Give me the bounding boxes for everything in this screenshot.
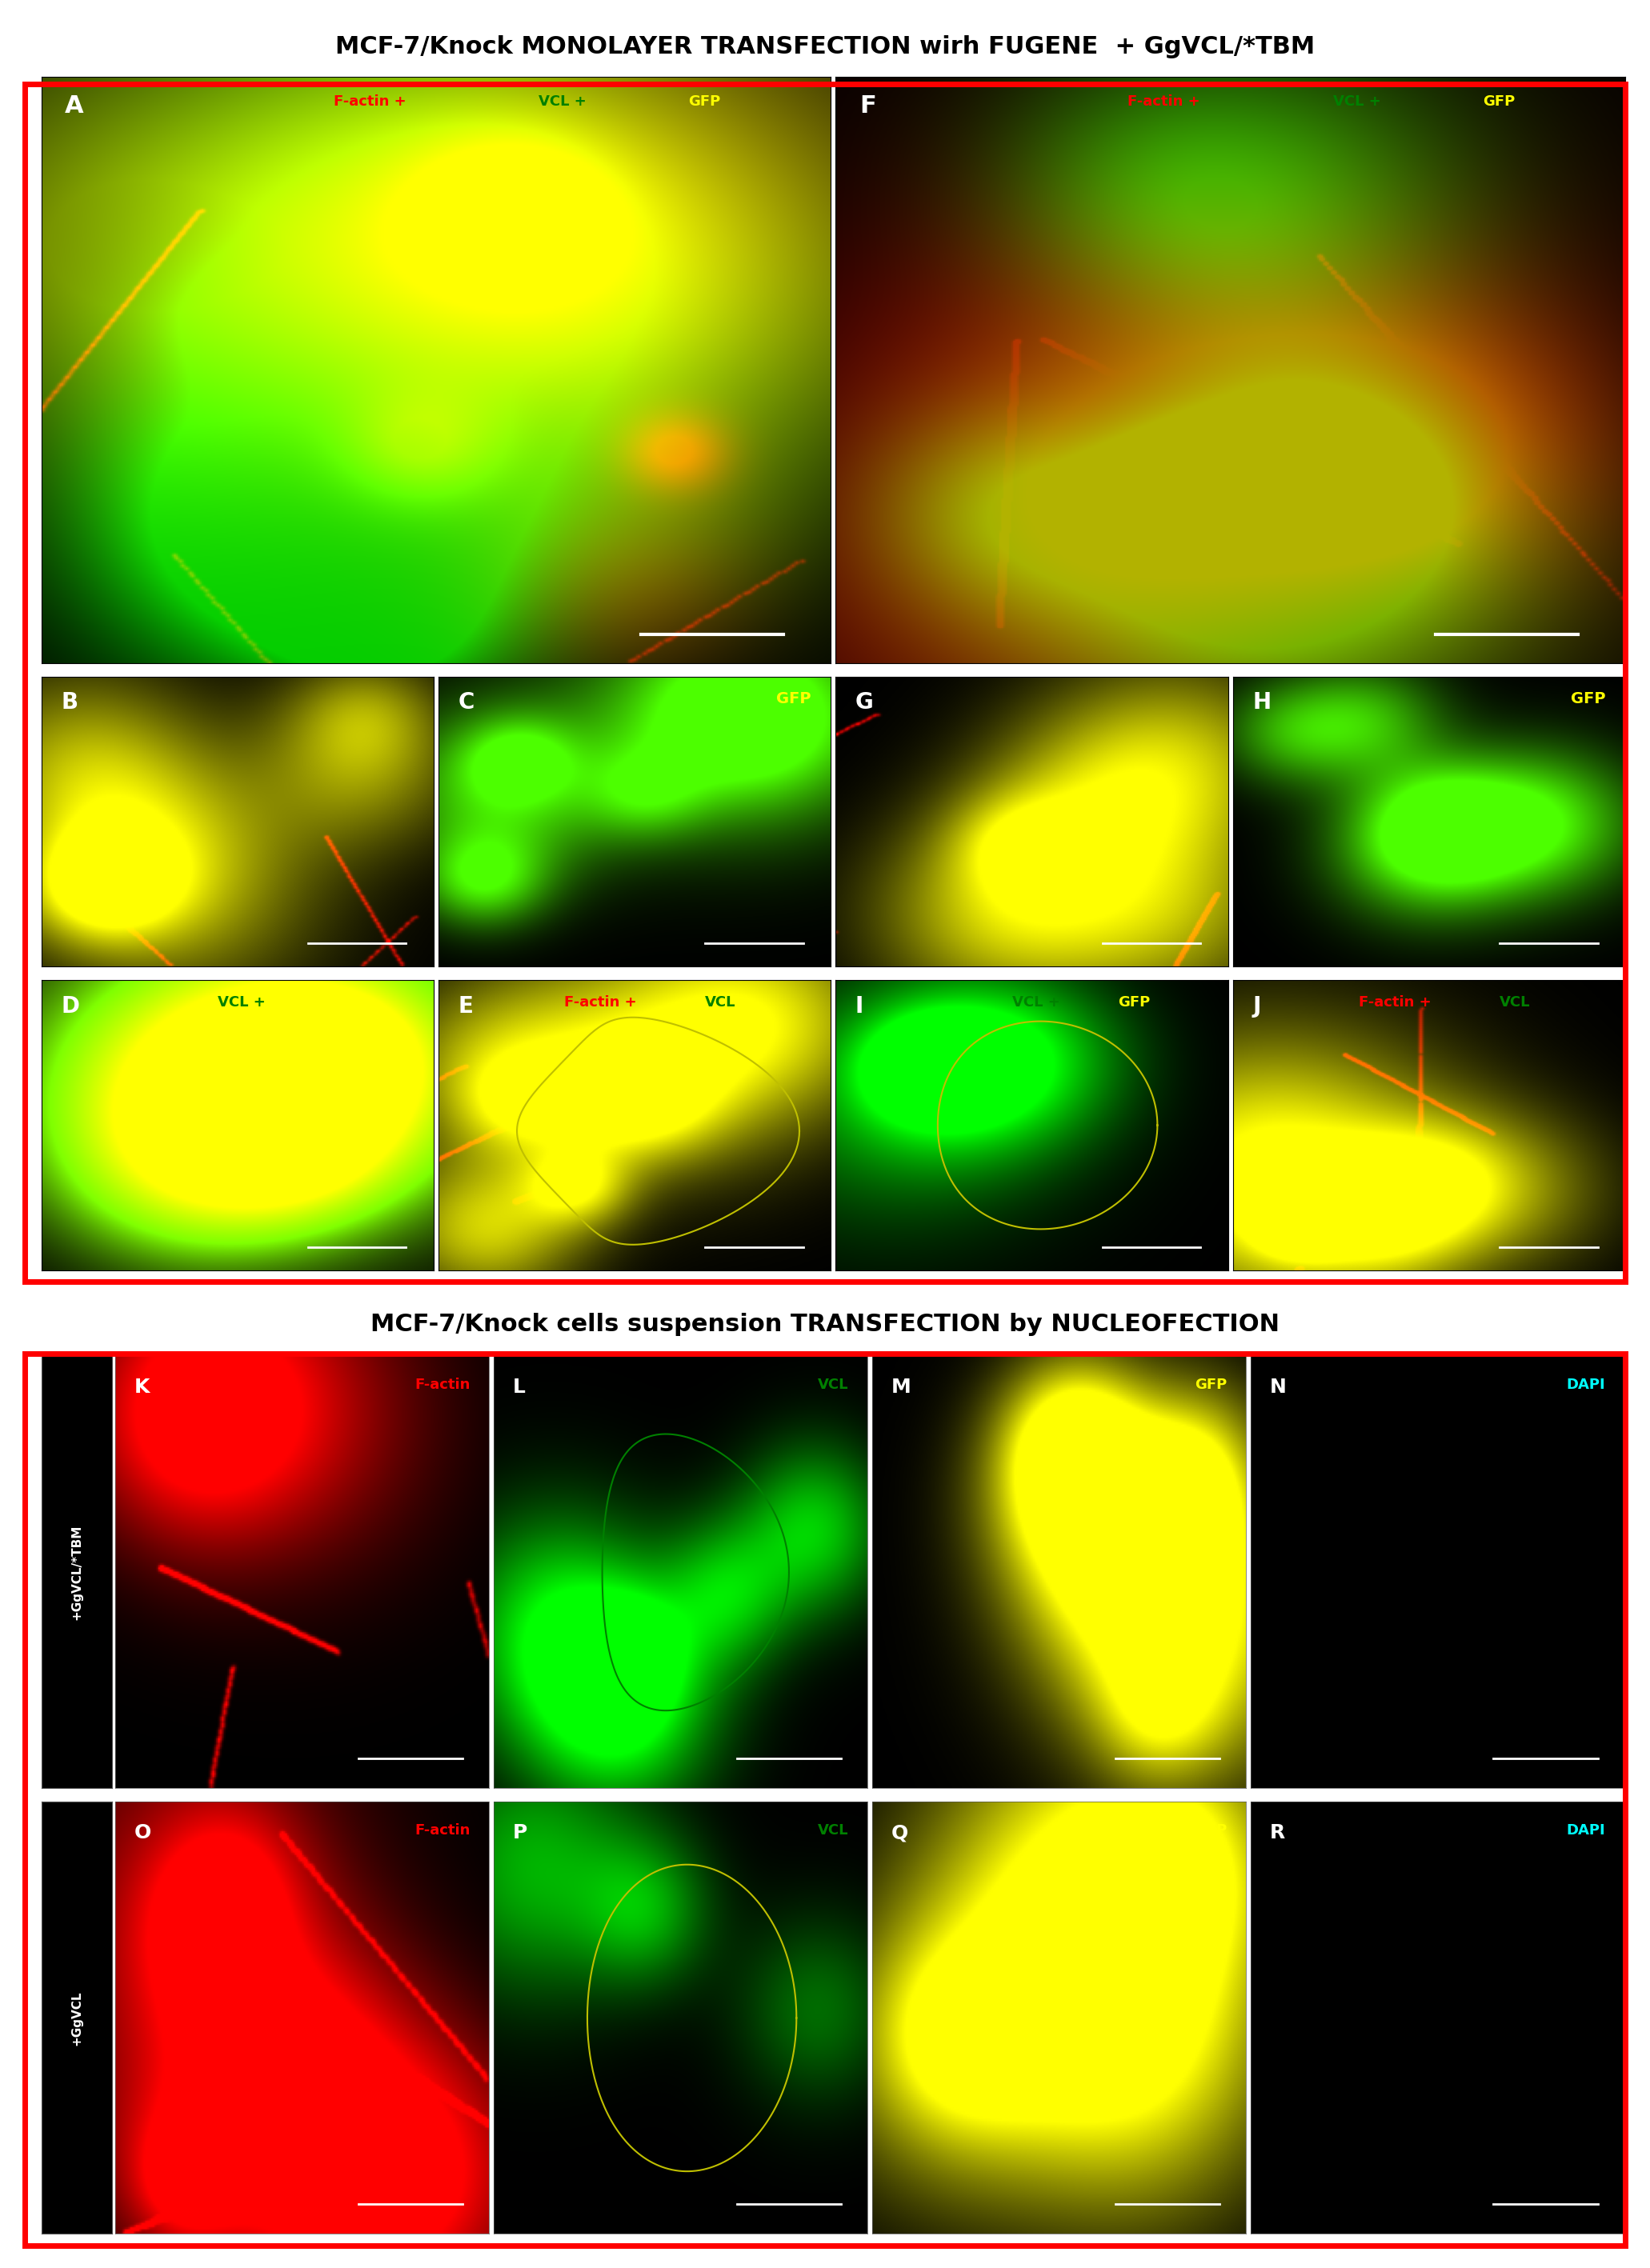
Text: C: C — [459, 692, 475, 714]
Text: F-actin +: F-actin + — [1129, 95, 1200, 109]
Text: D: D — [61, 996, 79, 1018]
Text: F-actin +: F-actin + — [1358, 996, 1431, 1009]
Text: F-actin +: F-actin + — [564, 996, 637, 1009]
Text: GFP: GFP — [1119, 996, 1150, 1009]
Text: P: P — [513, 1823, 528, 1842]
Text: K: K — [134, 1379, 150, 1397]
Text: G: G — [855, 692, 873, 714]
Text: E: E — [459, 996, 474, 1018]
Text: VCL +: VCL + — [538, 95, 586, 109]
Text: GFP: GFP — [323, 996, 356, 1009]
Text: A: A — [64, 95, 84, 118]
Text: GFP: GFP — [1195, 1379, 1228, 1393]
Text: H: H — [1252, 692, 1270, 714]
Text: VCL: VCL — [818, 1823, 848, 1837]
Text: DAPI: DAPI — [1567, 1823, 1605, 1837]
Text: M: M — [891, 1379, 911, 1397]
Text: VCL: VCL — [705, 996, 736, 1009]
Text: F-actin: F-actin — [414, 1823, 470, 1837]
Text: GFP: GFP — [1483, 95, 1515, 109]
Text: VCL: VCL — [1500, 996, 1531, 1009]
Text: VCL +: VCL + — [1333, 95, 1381, 109]
Text: J: J — [1252, 996, 1261, 1018]
Text: B: B — [61, 692, 78, 714]
Text: +GgVCL/*TBM: +GgVCL/*TBM — [71, 1524, 82, 1619]
Text: N: N — [1269, 1379, 1285, 1397]
Text: R: R — [1269, 1823, 1285, 1842]
Text: I: I — [855, 996, 863, 1018]
Text: DAPI: DAPI — [1567, 1379, 1605, 1393]
Text: GFP: GFP — [1195, 1823, 1228, 1837]
Text: Q: Q — [891, 1823, 908, 1842]
Text: F-actin: F-actin — [414, 1379, 470, 1393]
Text: O: O — [134, 1823, 152, 1842]
Text: L: L — [513, 1379, 525, 1397]
Text: VCL +: VCL + — [1011, 996, 1059, 1009]
Text: F: F — [860, 95, 876, 118]
Text: F-actin +: F-actin + — [333, 95, 406, 109]
Text: MCF-7/Knock MONOLAYER TRANSFECTION wirh FUGENE  + GgVCL/*TBM: MCF-7/Knock MONOLAYER TRANSFECTION wirh … — [335, 34, 1315, 59]
Text: VCL +: VCL + — [218, 996, 266, 1009]
Text: VCL: VCL — [818, 1379, 848, 1393]
Text: GFP: GFP — [1571, 692, 1605, 708]
Text: +GgVCL: +GgVCL — [71, 1991, 82, 2046]
Text: GFP: GFP — [777, 692, 812, 708]
Text: GFP: GFP — [688, 95, 721, 109]
Text: MCF-7/Knock cells suspension TRANSFECTION by NUCLEOFECTION: MCF-7/Knock cells suspension TRANSFECTIO… — [371, 1313, 1279, 1336]
